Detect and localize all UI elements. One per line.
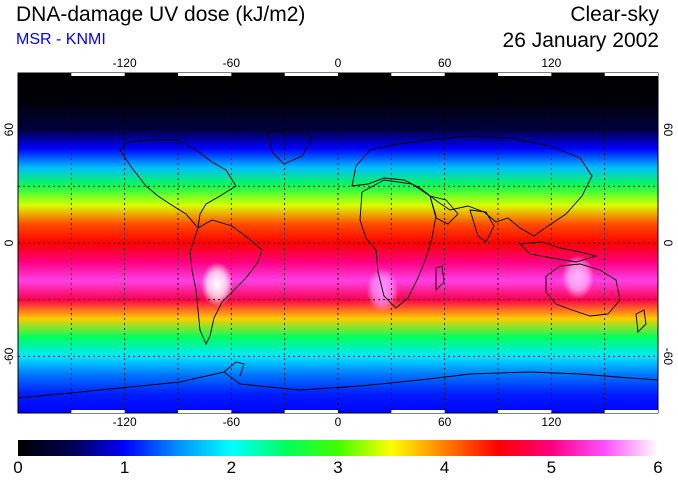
frame-tick [605,73,658,76]
lon-tick-label: -120 [113,415,137,429]
lat-tick-label-right: -60 [661,348,675,366]
frame-tick [285,410,338,413]
lon-tick-label: -60 [223,415,241,429]
frame-tick [498,73,551,76]
colorbar [18,440,658,456]
lon-tick-label: 0 [335,56,342,70]
map-field [18,73,658,413]
frame-tick [498,410,551,413]
lat-tick-label-right: 60 [661,123,675,137]
lon-tick-label: -120 [113,56,137,70]
frame-tick [71,73,124,76]
colorbar-tick-label: 1 [120,458,129,478]
lon-tick-label: 0 [335,415,342,429]
frame-tick [178,73,231,76]
colorbar-tick-label: 5 [547,458,556,478]
lon-tick-label: -60 [223,56,241,70]
uv-dose-map: -120-120-60-6000606012012060 600 0-60 -60 [0,0,678,480]
lat-tick-label-left: -60 [2,347,16,365]
lon-tick-label: 120 [541,415,561,429]
lat-tick-label-left: 0 [2,239,16,246]
frame-tick [391,73,444,76]
lat-tick-label-left: 60 [2,123,16,137]
lat-tick-label-right: 0 [661,240,675,247]
colorbar-tick-label: 4 [440,458,449,478]
colorbar-tick-label: 6 [653,458,662,478]
lon-tick-label: 60 [438,415,452,429]
frame-tick [605,410,658,413]
colorbar-tick-label: 3 [333,458,342,478]
frame-tick [71,410,124,413]
lon-tick-label: 60 [438,56,452,70]
colorbar-tick-label: 2 [227,458,236,478]
frame-tick [285,73,338,76]
frame-tick [391,410,444,413]
lon-tick-label: 120 [541,56,561,70]
frame-tick [178,410,231,413]
colorbar-tick-label: 0 [13,458,22,478]
